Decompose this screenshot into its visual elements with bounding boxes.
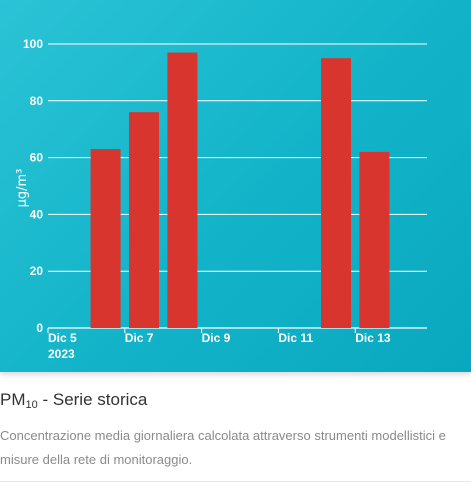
title-main: PM [0,390,26,409]
x-tick-sublabel-5: 2023 [48,347,75,361]
x-tick-label-13: Dic 13 [355,331,391,345]
bar-dic-6 [90,149,121,328]
pm10-bar-chart: 0 20 40 60 80 100 μg/m³ Dic 5 2023 Dic 7 Dic 9 Dic … [15,37,391,361]
y-tick-label-20: 20 [30,264,44,278]
y-tick-label-60: 60 [30,151,44,165]
title-rest: - Serie storica [37,390,148,409]
x-tick-label-9: Dic 9 [202,331,231,345]
chart-caption: PM10 - Serie storica Concentrazione medi… [0,388,471,472]
y-axis-label: μg/m³ [15,169,30,208]
y-tick-label-0: 0 [36,321,43,335]
y-tick-label-100: 100 [23,37,43,51]
bar-dic-7 [129,112,159,328]
chart-title: PM10 - Serie storica [0,388,471,417]
y-tick-label-40: 40 [30,207,44,221]
title-subscript: 10 [25,399,38,411]
x-tick-label-11: Dic 11 [278,331,313,345]
y-tick-label-80: 80 [30,94,44,108]
chart-description: Concentrazione media giornaliera calcola… [0,428,446,467]
x-tick-label-5: Dic 5 [48,331,77,345]
bar-dic-13 [359,151,390,328]
x-tick-label-7: Dic 7 [125,331,154,345]
chart-area: 0 20 40 60 80 100 μg/m³ Dic 5 2023 Dic 7 Dic 9 Dic … [0,0,471,372]
bar-dic-8 [167,52,198,329]
divider [0,481,471,482]
bar-dic-12 [321,58,351,328]
